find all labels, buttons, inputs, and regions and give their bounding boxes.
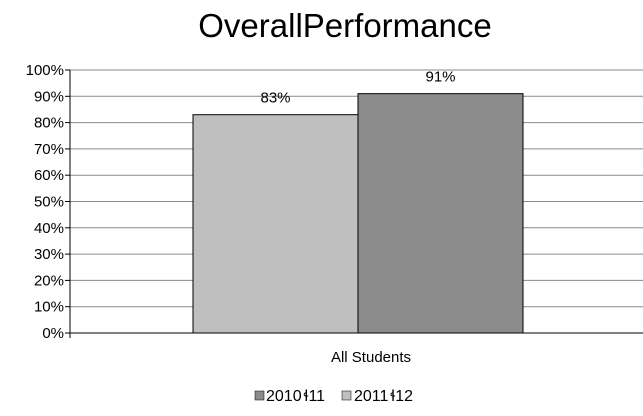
legend-label-series-1-part1: 2010: [266, 388, 302, 405]
legend-swatch-series-1: [254, 390, 265, 401]
legend-label-series-2-sep: ɬ: [390, 388, 395, 405]
data-labels: 83% 91%: [260, 69, 455, 107]
bar-series-2: [357, 93, 524, 334]
bar-series-1: [192, 114, 359, 334]
y-tick-label: 100%: [26, 62, 64, 79]
y-tick-label: 20%: [34, 272, 64, 289]
y-tick-label: 0%: [42, 325, 64, 342]
bars: [192, 93, 524, 334]
axes: 0% 10% 20% 30% 40% 50% 60% 70% 80% 90% 100%: [26, 62, 643, 342]
y-tick-label: 90%: [34, 88, 64, 105]
y-tick-label: 40%: [34, 220, 64, 237]
data-label-series-2: 91%: [425, 69, 455, 86]
y-tick-label: 30%: [34, 246, 64, 263]
y-tick-label: 50%: [34, 194, 64, 211]
y-tick-label: 10%: [34, 299, 64, 316]
data-label-series-1: 83%: [260, 90, 290, 107]
legend-label-series-1-part2: 11: [308, 388, 325, 405]
legend-label-series-1-sep: ɬ: [304, 388, 309, 405]
y-tick-label: 70%: [34, 141, 64, 158]
legend-swatch-series-2: [341, 390, 352, 401]
y-tick-label: 60%: [34, 167, 64, 184]
legend-label-series-2-part1: 2011: [354, 388, 389, 405]
legend: 2010 ɬ11 2011 ɬ12: [254, 388, 413, 405]
legend-label-series-2: 2011 ɬ12: [354, 388, 413, 405]
category-label: All Students: [331, 349, 411, 366]
legend-label-series-2-part2: 12: [395, 388, 413, 405]
y-tick-label: 80%: [34, 115, 64, 132]
legend-label-series-1: 2010 ɬ11: [266, 388, 325, 405]
chart-title: OverallPerformance: [198, 7, 491, 44]
